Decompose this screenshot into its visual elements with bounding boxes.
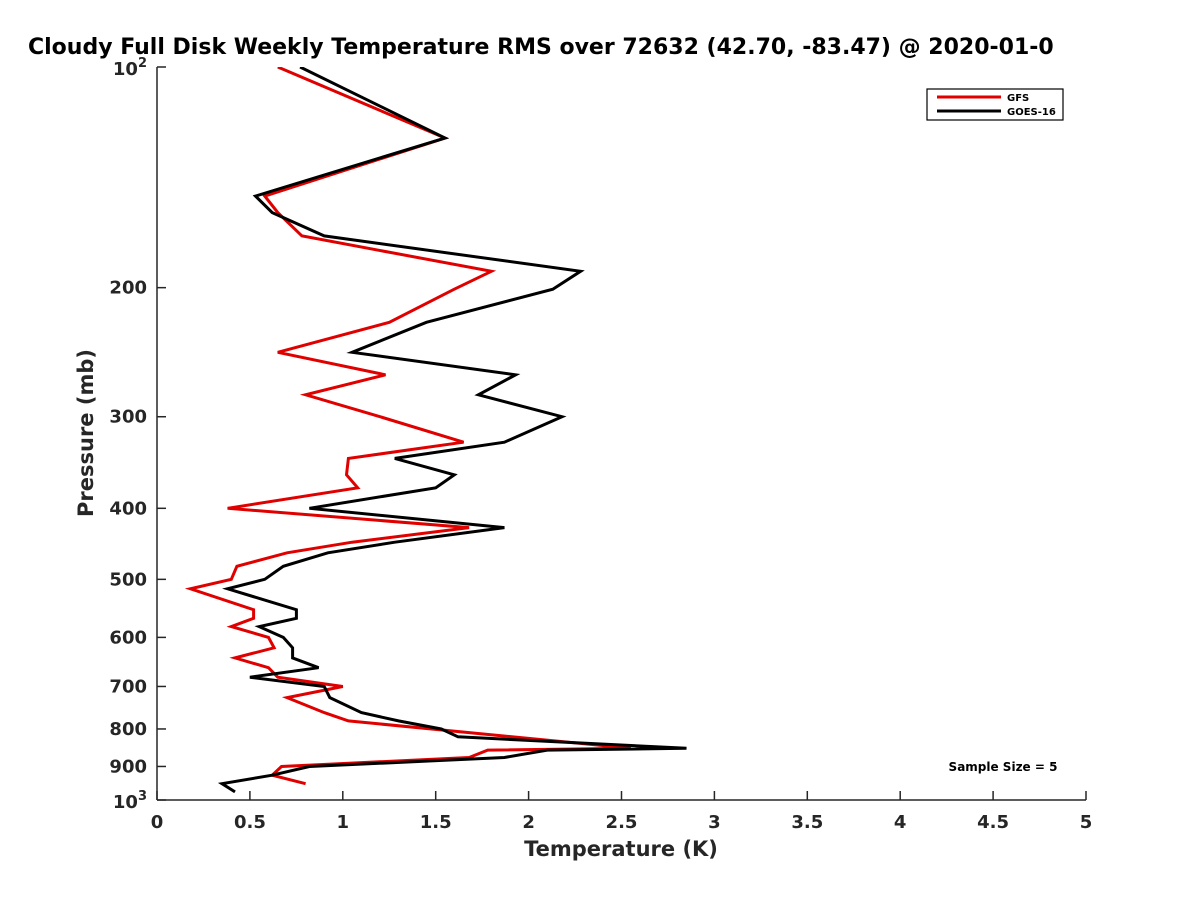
legend-box (926, 88, 1064, 121)
legend-label: GFS (1007, 93, 1029, 104)
series-line-goes-16 (217, 67, 687, 794)
y-tick-label: 102 (113, 56, 147, 80)
x-axis-ticks: 0 0.5 1 1.5 2 2.5 3 3.5 4 4.5 5 (151, 791, 1093, 833)
sample-size-annotation: Sample Size = 5 (949, 760, 1058, 774)
series-layer (184, 67, 687, 794)
legend-label: GOES-16 (1007, 107, 1056, 118)
y-tick-label: 400 (109, 498, 147, 519)
y-tick-label: 500 (109, 569, 147, 590)
y-tick-label-base: 10 (113, 792, 138, 813)
x-tick-label: 2 (522, 812, 535, 833)
x-tick-label: 1.5 (420, 812, 452, 833)
chart-title: Cloudy Full Disk Weekly Temperature RMS … (28, 35, 1054, 60)
y-tick-label: 200 (109, 278, 147, 299)
x-tick-label: 4.5 (977, 812, 1009, 833)
y-tick-label-exponent: 3 (138, 789, 147, 804)
legend: GFS GOES-16 (926, 88, 1064, 121)
y-axis-label: Pressure (mb) (74, 349, 98, 517)
y-tick-label: 900 (109, 756, 147, 777)
x-tick-label: 0.5 (234, 812, 266, 833)
y-tick-label-exponent: 2 (138, 56, 147, 71)
x-tick-label: 2.5 (606, 812, 638, 833)
y-tick-label: 700 (109, 676, 147, 697)
x-tick-label: 1 (337, 812, 350, 833)
y-tick-label: 103 (113, 789, 147, 813)
y-tick-label: 600 (109, 627, 147, 648)
y-tick-label: 800 (109, 719, 147, 740)
x-tick-label: 3 (708, 812, 721, 833)
x-tick-label: 5 (1080, 812, 1093, 833)
x-tick-label: 4 (894, 812, 907, 833)
series-line-gfs (184, 67, 631, 786)
y-tick-label-base: 10 (113, 59, 138, 80)
x-tick-label: 3.5 (791, 812, 823, 833)
x-axis-label: Temperature (K) (524, 837, 718, 861)
y-tick-label: 300 (109, 407, 147, 428)
x-tick-label: 0 (151, 812, 164, 833)
